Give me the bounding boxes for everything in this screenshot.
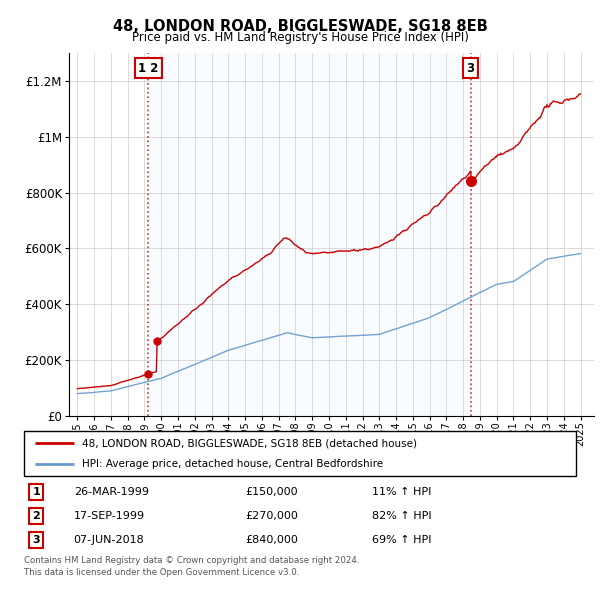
- Text: £150,000: £150,000: [245, 487, 298, 497]
- Text: £840,000: £840,000: [245, 535, 298, 545]
- Text: 07-JUN-2018: 07-JUN-2018: [74, 535, 145, 545]
- Text: £270,000: £270,000: [245, 511, 298, 520]
- Text: Contains HM Land Registry data © Crown copyright and database right 2024.
This d: Contains HM Land Registry data © Crown c…: [24, 556, 359, 576]
- Text: 1: 1: [32, 487, 40, 497]
- Text: 2: 2: [32, 511, 40, 520]
- Text: 3: 3: [32, 535, 40, 545]
- Text: 11% ↑ HPI: 11% ↑ HPI: [372, 487, 431, 497]
- Text: 17-SEP-1999: 17-SEP-1999: [74, 511, 145, 520]
- Text: 48, LONDON ROAD, BIGGLESWADE, SG18 8EB (detached house): 48, LONDON ROAD, BIGGLESWADE, SG18 8EB (…: [82, 438, 417, 448]
- Text: 69% ↑ HPI: 69% ↑ HPI: [372, 535, 431, 545]
- Text: 3: 3: [466, 62, 475, 75]
- Text: 1 2: 1 2: [138, 62, 158, 75]
- Text: 26-MAR-1999: 26-MAR-1999: [74, 487, 149, 497]
- Bar: [148, 53, 470, 416]
- FancyBboxPatch shape: [24, 431, 576, 476]
- Text: 48, LONDON ROAD, BIGGLESWADE, SG18 8EB: 48, LONDON ROAD, BIGGLESWADE, SG18 8EB: [113, 19, 487, 34]
- Text: 82% ↑ HPI: 82% ↑ HPI: [372, 511, 431, 520]
- Text: Price paid vs. HM Land Registry's House Price Index (HPI): Price paid vs. HM Land Registry's House …: [131, 31, 469, 44]
- Text: HPI: Average price, detached house, Central Bedfordshire: HPI: Average price, detached house, Cent…: [82, 459, 383, 469]
